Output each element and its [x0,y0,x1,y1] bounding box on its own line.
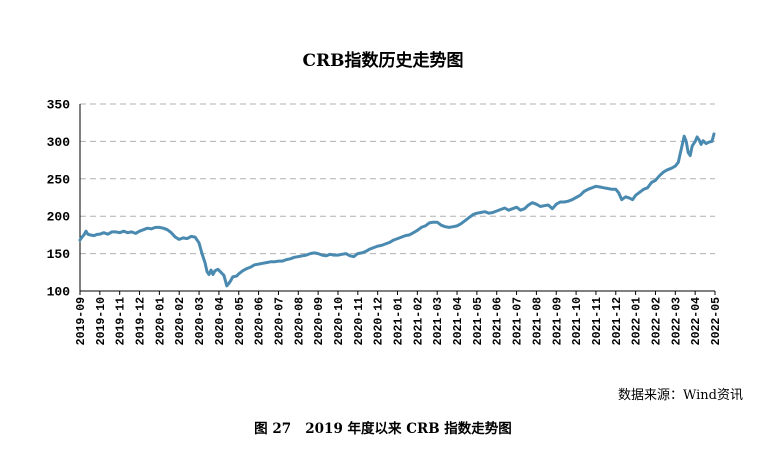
y-tick-label: 100 [47,285,71,300]
x-tick-label: 2022-05 [710,297,723,345]
x-tick-label: 2020-09 [313,297,326,345]
x-tick-label: 2021-05 [472,297,485,345]
x-tick-label: 2020-06 [254,297,267,345]
plot-area [78,132,716,288]
y-tick-label: 350 [47,98,71,113]
gridlines [80,103,715,255]
x-tick-label: 2020-02 [174,297,187,345]
x-tick-label: 2022-04 [690,297,703,345]
x-tick-label: 2019-12 [135,297,148,345]
x-tick-label: 2019-10 [95,297,108,345]
x-tick-label: 2021-08 [531,297,544,345]
x-tick-label: 2021-06 [492,297,505,345]
x-tick-label: 2021-07 [512,297,525,345]
y-tick-label: 150 [47,247,71,262]
x-tick-label: 2020-01 [154,297,167,345]
y-tick-label: 200 [47,210,71,225]
series-line [78,132,716,288]
x-tick-label: 2020-11 [353,297,366,345]
figure-caption: 图 27 2019 年度以来 CRB 指数走势图 [254,420,512,437]
x-tick-label: 2019-09 [75,297,88,345]
chart-title: CRB指数历史走势图 [302,50,463,71]
x-tick-label: 2021-12 [611,297,624,345]
x-tick-label: 2021-01 [393,297,406,345]
x-tick-label: 2021-04 [452,297,465,345]
x-tick-label: 2021-03 [432,297,445,345]
x-tick-label: 2022-03 [670,297,683,345]
x-tick-label: 2021-11 [591,297,604,345]
x-tick-label: 2020-08 [293,297,306,345]
y-tick-label: 250 [47,172,71,187]
source-note: 数据来源：Wind资讯 [618,388,743,403]
x-tick-label: 2020-07 [273,297,286,345]
x-tick-label: 2022-01 [631,297,644,345]
x-tick-label: 2020-03 [194,297,207,345]
x-axis: 2019-09 2019-10 2019-11 2019-12 2020-01 2020-… [75,290,723,345]
x-tick-label: 2021-02 [412,297,425,345]
x-tick-label: 2021-10 [571,297,584,345]
x-tick-label: 2020-12 [373,297,386,345]
x-tick-label: 2020-04 [214,297,227,345]
y-tick-label: 300 [47,135,71,150]
x-tick-label: 2022-02 [650,297,663,345]
y-axis: 100 150 200 250 300 350 [47,98,81,300]
x-tick-label: 2020-10 [333,297,346,345]
x-tick-label: 2019-11 [115,297,128,345]
x-tick-label: 2021-09 [551,297,564,345]
x-tick-label: 2020-05 [234,297,247,345]
